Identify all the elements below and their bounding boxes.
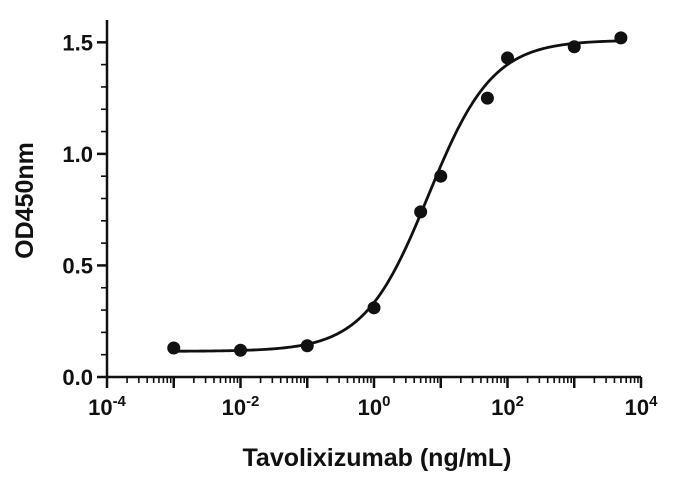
x-tick-base: 10 (88, 395, 112, 420)
data-points (167, 31, 628, 357)
y-tick-label: 0.0 (62, 365, 93, 390)
x-tick-label: 10-4 (88, 393, 126, 420)
x-tick-exponent: -2 (246, 393, 259, 410)
y-tick-label: 1.5 (62, 30, 93, 55)
x-tick-exponent: 0 (382, 393, 390, 410)
data-point (434, 169, 448, 183)
data-point (167, 341, 181, 355)
data-point (501, 51, 514, 65)
x-tick-base: 10 (491, 395, 515, 420)
x-tick-label: 104 (625, 393, 658, 420)
x-tick-label: 100 (358, 393, 391, 420)
x-tick-exponent: 2 (516, 393, 524, 410)
data-point (300, 339, 314, 353)
x-tick-exponent: -4 (113, 393, 127, 410)
y-tick-label: 0.5 (62, 253, 93, 278)
data-point (567, 40, 581, 54)
y-ticks: 0.0 0.5 1.0 1.5 (62, 30, 107, 390)
data-point (480, 91, 494, 105)
data-point (414, 205, 428, 219)
x-axis-title: Tavolixizumab (ng/mL) (243, 444, 512, 472)
data-point (614, 31, 628, 45)
x-tick-label: 102 (491, 393, 524, 420)
fit-curve (173, 39, 621, 353)
data-point (234, 343, 247, 357)
x-tick-exponent: 4 (649, 393, 658, 410)
x-tick-label: 10-2 (222, 393, 260, 420)
axes (105, 20, 641, 379)
x-tick-base: 10 (222, 395, 246, 420)
y-tick-label: 1.0 (62, 142, 93, 167)
x-tick-base: 10 (625, 395, 649, 420)
x-tick-base: 10 (358, 395, 382, 420)
data-point (367, 301, 381, 315)
x-ticks: 10-4 10-2 100 102 104 (88, 377, 658, 420)
y-axis-title: OD450nm (11, 142, 39, 259)
